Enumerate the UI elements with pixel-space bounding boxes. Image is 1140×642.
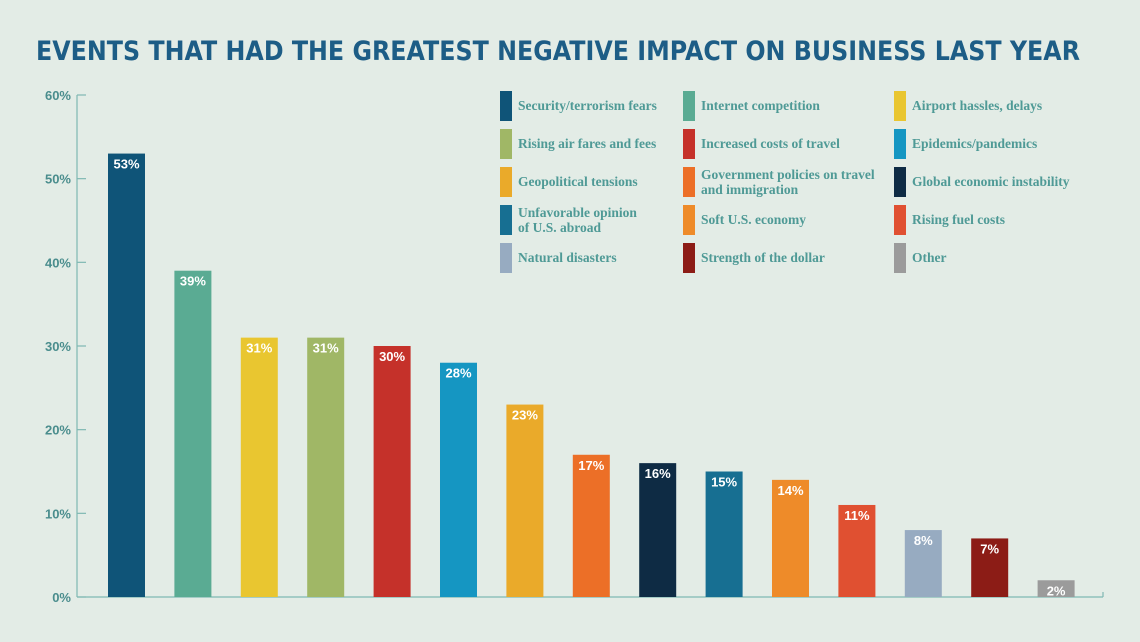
legend-label: Geopolitical tensions xyxy=(518,174,638,189)
bar xyxy=(240,337,278,597)
legend-swatch xyxy=(894,129,906,159)
legend-label: Rising fuel costs xyxy=(912,212,1005,227)
bar xyxy=(108,153,145,598)
legend-label: Internet competition xyxy=(701,98,820,113)
bar-value-label: 31% xyxy=(246,341,272,356)
legend-label-line: Unfavorable opinion xyxy=(518,205,637,220)
legend-label: Strength of the dollar xyxy=(701,250,825,265)
legend-label: Rising air fares and fees xyxy=(518,136,656,151)
bar xyxy=(772,479,809,597)
legend-label: Government policies on travel and immigra… xyxy=(701,167,875,197)
y-tick-label: 60% xyxy=(45,88,71,103)
bar-value-label: 31% xyxy=(313,341,339,356)
legend-swatch xyxy=(683,129,695,159)
bar-value-label: 17% xyxy=(578,458,604,473)
legend-label: Other xyxy=(912,250,947,265)
bar-value-label: 7% xyxy=(980,541,999,556)
legend-swatch xyxy=(683,91,695,121)
legend-label: Soft U.S. economy xyxy=(701,212,806,227)
legend-label: Epidemics/pandemics xyxy=(912,136,1037,151)
bar xyxy=(705,471,743,597)
legend-label: Natural disasters xyxy=(518,250,617,265)
legend-swatch xyxy=(500,243,512,273)
bars: 53% 39% 31% 31% 30% 28% 23% 17% 16% 15% 14% 11% 8% 7%… xyxy=(108,153,1075,598)
legend-swatch xyxy=(500,91,512,121)
y-tick-label: 10% xyxy=(45,506,71,521)
bar xyxy=(572,454,610,597)
y-tick-label: 40% xyxy=(45,255,71,270)
bar-value-label: 30% xyxy=(379,349,405,364)
legend-swatch xyxy=(683,205,695,235)
legend-swatch xyxy=(683,243,695,273)
bar-value-label: 39% xyxy=(180,274,206,289)
legend-label: Airport hassles, delays xyxy=(912,98,1042,113)
bar xyxy=(904,530,942,597)
bar-value-label: 8% xyxy=(914,533,933,548)
bar-value-label: 11% xyxy=(844,508,870,523)
y-tick-label: 20% xyxy=(45,423,71,438)
legend-swatch xyxy=(500,205,512,235)
legend-swatch xyxy=(683,167,695,197)
bar-value-label: 16% xyxy=(645,466,671,481)
legend-label: Global economic instability xyxy=(912,174,1070,189)
legend-swatch xyxy=(500,129,512,159)
legend-swatch xyxy=(894,167,906,197)
legend-swatch xyxy=(894,91,906,121)
bar xyxy=(639,463,677,597)
legend-swatch xyxy=(500,167,512,197)
legend: Security/terrorism fears Internet competi… xyxy=(500,91,1070,273)
bar xyxy=(838,504,876,597)
legend-label: Increased costs of travel xyxy=(701,136,840,151)
legend-swatch xyxy=(894,243,906,273)
legend-label-line: and immigration xyxy=(701,182,799,197)
bar-value-label: 14% xyxy=(777,483,803,498)
y-tick-label: 0% xyxy=(52,590,71,605)
legend-label-line: Government policies on travel xyxy=(701,167,875,182)
legend-swatch xyxy=(894,205,906,235)
bar xyxy=(506,404,544,597)
bar-value-label: 23% xyxy=(512,408,538,423)
bar xyxy=(440,362,477,597)
y-tick-label: 30% xyxy=(45,339,71,354)
bar xyxy=(971,538,1009,597)
legend-label-line: of U.S. abroad xyxy=(518,220,602,235)
legend-label: Unfavorable opinion of U.S. abroad xyxy=(518,205,637,235)
bar-value-label: 15% xyxy=(711,475,737,490)
chart-title: EVENTS THAT HAD THE GREATEST NEGATIVE IM… xyxy=(36,36,1080,67)
bar-value-label: 53% xyxy=(113,157,139,172)
bar xyxy=(307,337,345,597)
bar xyxy=(174,270,212,597)
bar xyxy=(373,346,411,597)
legend-label: Security/terrorism fears xyxy=(518,98,657,113)
y-tick-label: 50% xyxy=(45,172,71,187)
bar xyxy=(1037,580,1075,597)
bar-value-label: 2% xyxy=(1047,583,1066,598)
bar-value-label: 28% xyxy=(445,366,471,381)
